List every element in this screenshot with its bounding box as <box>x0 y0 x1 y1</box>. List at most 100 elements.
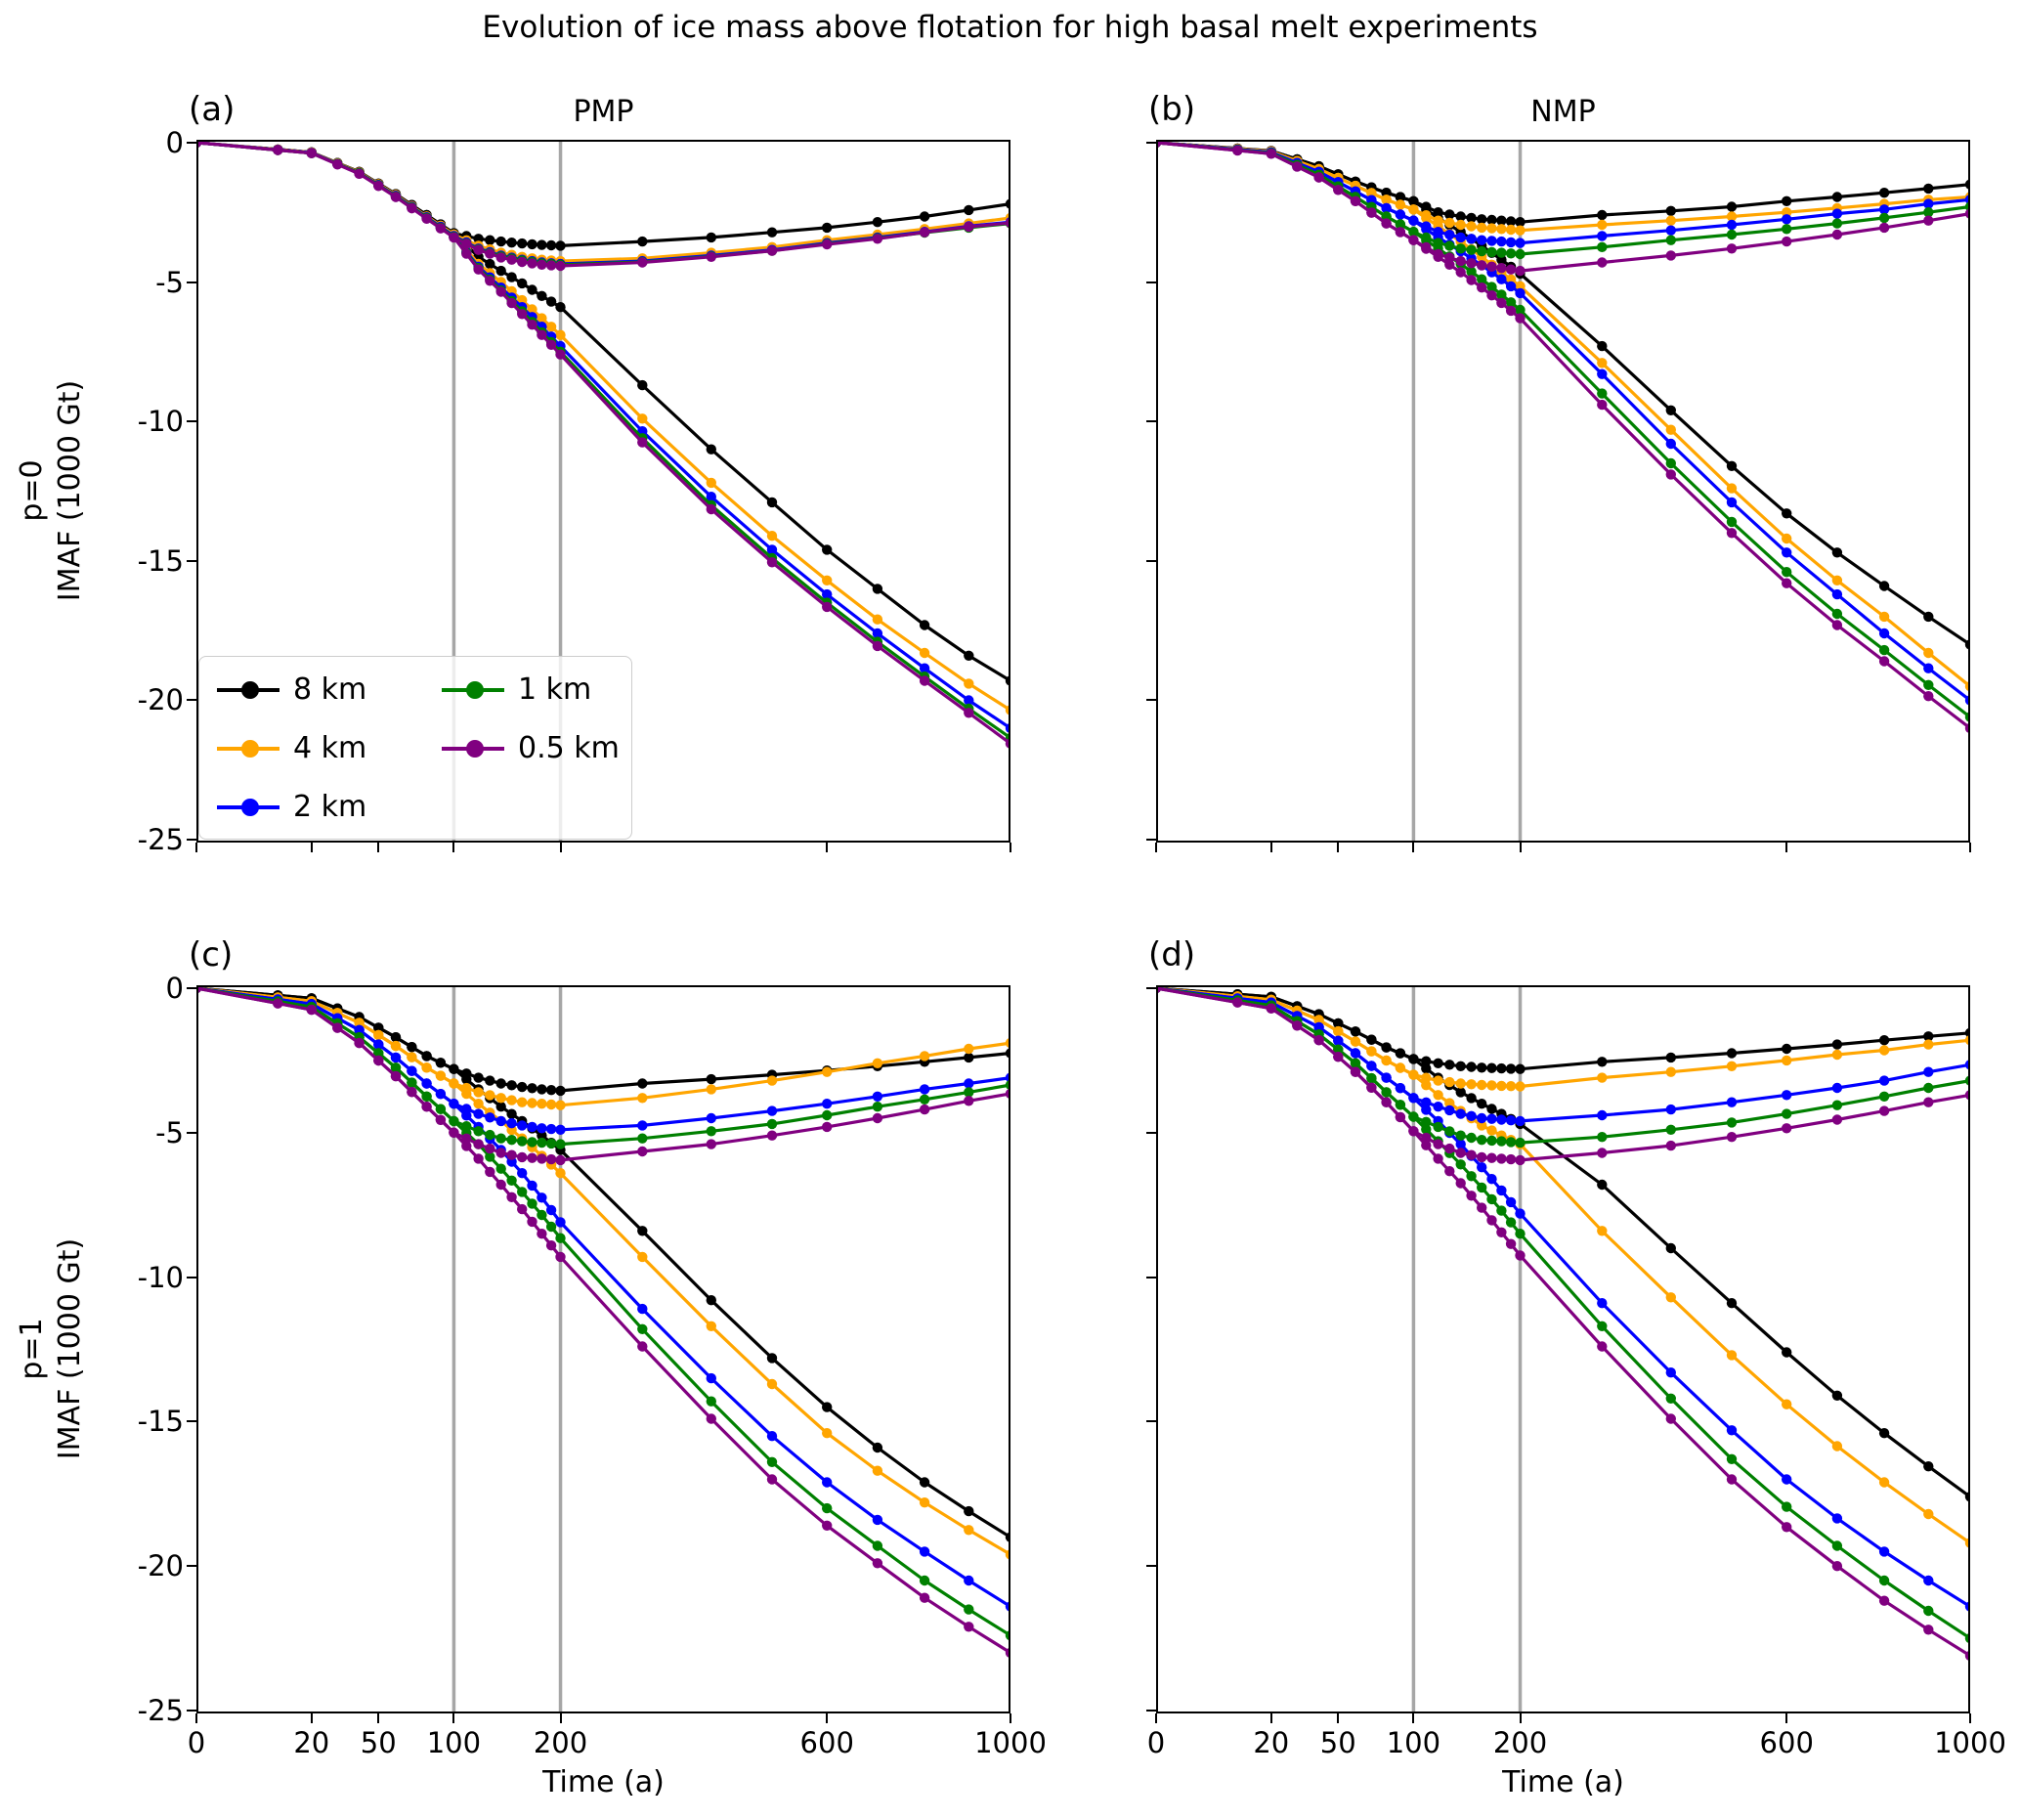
y-tick-mark <box>187 141 196 144</box>
y-tick-mark <box>187 1131 196 1134</box>
y-tick-label: -15 <box>137 543 184 578</box>
markers-a-2km-recover <box>196 140 1010 270</box>
x-tick-mark <box>1155 843 1157 852</box>
x-tick-mark <box>310 1713 313 1723</box>
curve-a-4km-decline <box>196 141 1010 712</box>
x-tick-mark <box>826 843 829 852</box>
y-tick-mark <box>1146 1565 1156 1568</box>
y-tick-label: -20 <box>137 1549 184 1583</box>
curve-b-05km-decline <box>1156 141 1970 730</box>
x-tick-mark <box>195 1713 197 1723</box>
x-tick-label: 1000 <box>974 1726 1047 1759</box>
y-tick-label: -5 <box>155 265 184 299</box>
markers-a-1km-recover <box>196 140 1010 270</box>
panel-label-c: (c) <box>189 935 234 975</box>
x-tick-label: 600 <box>799 1726 854 1759</box>
y-tick-label: -10 <box>137 1260 184 1294</box>
curve-c-2km-decline <box>196 986 1010 1608</box>
x-tick-label: 0 <box>187 1726 206 1759</box>
curve-a-05km-recover <box>196 141 1010 268</box>
y-tick-mark <box>187 839 196 842</box>
legend-marker-dot <box>241 740 259 758</box>
panel-d <box>1156 985 1970 1713</box>
x-axis-label-right: Time (a) <box>1502 1765 1624 1799</box>
x-tick-mark <box>1519 843 1522 852</box>
y-tick-mark <box>187 1710 196 1712</box>
panel-a-plot <box>196 140 1010 843</box>
x-tick-mark <box>377 1713 380 1723</box>
x-tick-mark <box>1337 1713 1340 1723</box>
legend-marker-dot <box>241 681 259 699</box>
markers-c-2km-recover <box>196 985 1010 1135</box>
markers-d-2km-recover <box>1156 985 1970 1127</box>
x-tick-mark <box>1785 843 1788 852</box>
panel-d-plot <box>1156 985 1970 1713</box>
markers-a-2km-decline <box>196 140 1010 734</box>
y-tick-mark <box>187 1276 196 1278</box>
column-title-nmp: NMP <box>1530 95 1596 129</box>
y-tick-mark <box>1146 839 1156 842</box>
markers-a-05km-recover <box>196 140 1010 272</box>
x-tick-mark <box>1519 1713 1522 1723</box>
legend-label: 2 km <box>293 790 367 824</box>
legend-item: 4 km <box>217 729 422 768</box>
x-axis-label-left: Time (a) <box>542 1765 665 1799</box>
markers-b-8km-decline <box>1156 140 1970 650</box>
x-tick-mark <box>377 843 380 852</box>
x-tick-mark <box>1412 1713 1415 1723</box>
x-tick-mark <box>1155 1713 1157 1723</box>
curve-c-4km-decline <box>196 986 1010 1556</box>
y-tick-label: -15 <box>137 1405 184 1439</box>
y-tick-mark <box>1146 281 1156 283</box>
markers-c-4km-decline <box>196 985 1010 1560</box>
y-tick-mark <box>1146 699 1156 702</box>
x-tick-label: 200 <box>1492 1726 1548 1759</box>
y-tick-mark <box>187 559 196 562</box>
y-tick-mark <box>1146 1420 1156 1423</box>
x-tick-label: 100 <box>1386 1726 1441 1759</box>
legend-item: 2 km <box>217 788 422 827</box>
curve-d-4km-recover <box>1156 986 1970 1089</box>
y-tick-mark <box>187 281 196 283</box>
curve-a-2km-decline <box>196 141 1010 730</box>
markers-d-1km-decline <box>1156 985 1970 1644</box>
y-tick-mark <box>187 986 196 989</box>
markers-c-2km-decline <box>196 985 1010 1612</box>
x-tick-mark <box>1010 843 1011 852</box>
y-tick-mark <box>1146 1131 1156 1134</box>
curve-d-05km-recover <box>1156 986 1970 1162</box>
x-tick-label: 1000 <box>1934 1726 2006 1759</box>
axes-frame <box>196 985 1010 1713</box>
curve-a-8km-decline <box>196 141 1010 682</box>
curve-c-2km-recover <box>196 986 1010 1132</box>
legend-label: 4 km <box>293 731 367 765</box>
markers-d-4km-decline <box>1156 985 1970 1548</box>
panel-label-a: (a) <box>189 90 236 129</box>
y-tick-mark <box>187 420 196 423</box>
axes-frame <box>1156 140 1970 843</box>
curve-b-1km-recover <box>1156 141 1970 256</box>
legend-marker-dot <box>241 799 259 816</box>
y-tick-mark <box>1146 559 1156 562</box>
x-tick-mark <box>1412 843 1415 852</box>
markers-c-1km-decline <box>196 985 1010 1641</box>
curve-a-1km-recover <box>196 141 1010 267</box>
panel-label-b: (b) <box>1148 90 1196 129</box>
x-tick-mark <box>452 1713 455 1723</box>
markers-d-8km-decline <box>1156 985 1970 1502</box>
panel-b <box>1156 140 1970 843</box>
curve-a-2km-recover <box>196 141 1010 266</box>
x-tick-label: 100 <box>426 1726 482 1759</box>
legend-label: 0.5 km <box>518 731 620 765</box>
y-tick-mark <box>1146 141 1156 144</box>
y-tick-mark <box>1146 1276 1156 1278</box>
legend-item: 8 km <box>217 671 422 710</box>
x-tick-mark <box>1785 1713 1788 1723</box>
markers-b-05km-recover <box>1156 140 1970 277</box>
curve-c-8km-decline <box>196 986 1010 1539</box>
legend-marker-dot <box>466 681 484 699</box>
x-tick-mark <box>1010 1713 1011 1723</box>
y-tick-label: 0 <box>165 125 184 159</box>
row1-p-label: p=0 <box>15 459 49 522</box>
legend-item: 0.5 km <box>442 729 647 768</box>
